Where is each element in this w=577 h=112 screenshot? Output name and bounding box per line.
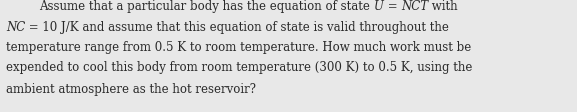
Text: NC: NC — [6, 21, 25, 34]
Text: Assume that a particular body has the equation of state: Assume that a particular body has the eq… — [39, 0, 374, 13]
Text: temperature range from 0.5 K to room temperature. How much work must be: temperature range from 0.5 K to room tem… — [6, 41, 471, 54]
Text: = 10 J/K and assume that this equation of state is valid throughout the: = 10 J/K and assume that this equation o… — [25, 21, 449, 34]
Text: ambient atmosphere as the hot reservoir?: ambient atmosphere as the hot reservoir? — [6, 83, 256, 96]
Text: =: = — [384, 0, 401, 13]
Text: with: with — [428, 0, 458, 13]
Text: NCT: NCT — [401, 0, 428, 13]
Text: U: U — [374, 0, 384, 13]
Text: expended to cool this body from room temperature (300 K) to 0.5 K, using the: expended to cool this body from room tem… — [6, 61, 472, 74]
